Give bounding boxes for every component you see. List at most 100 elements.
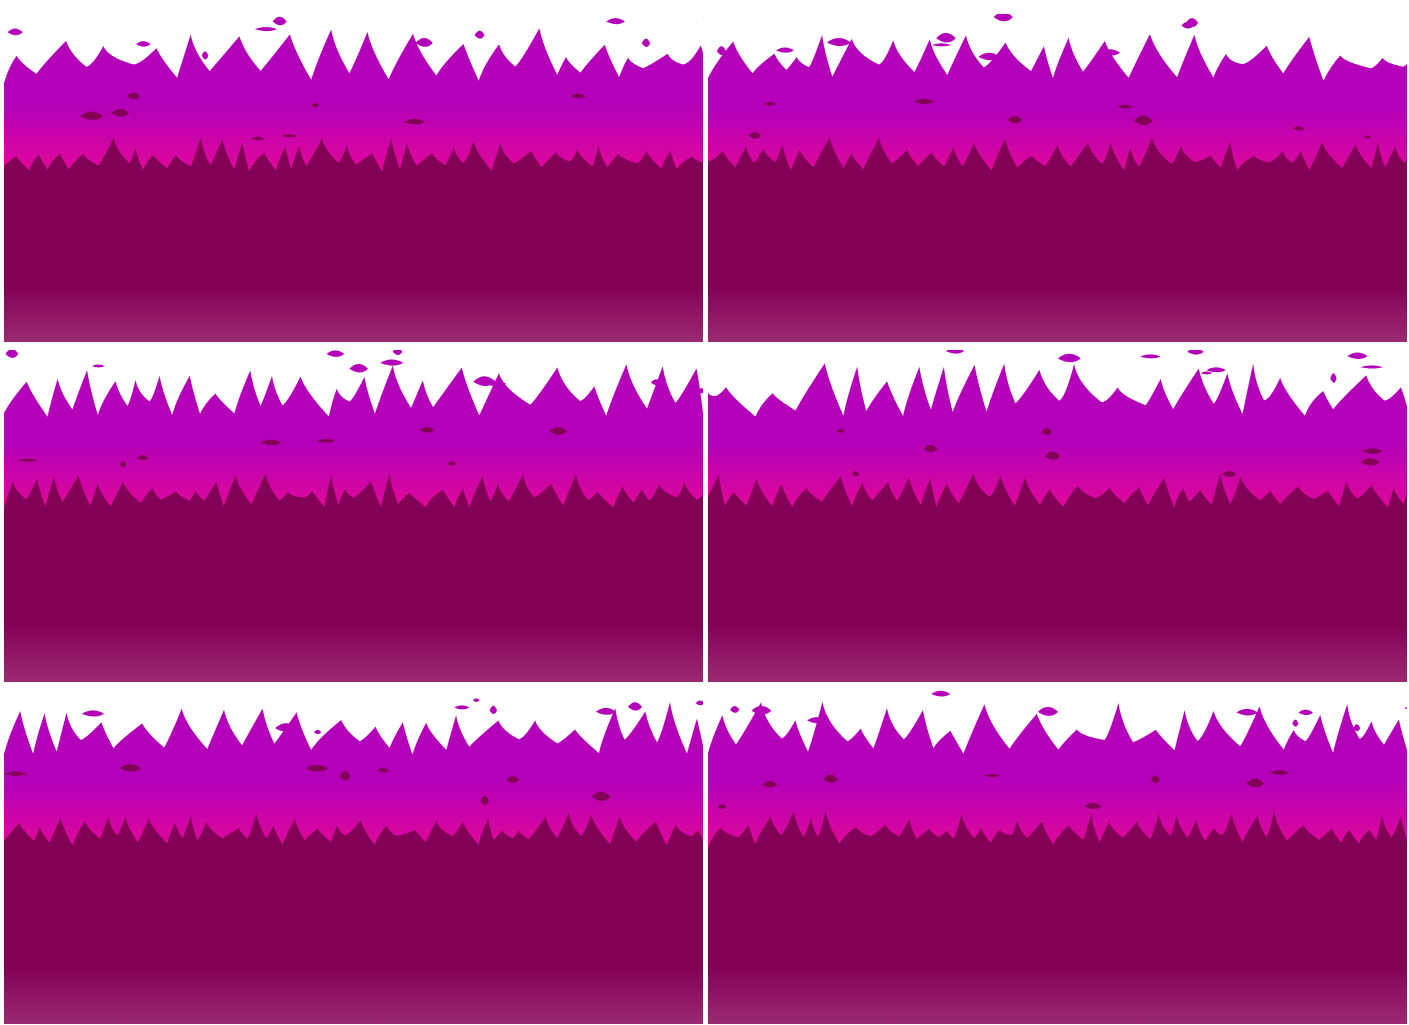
flame-spark [1200,371,1213,375]
flame-spark [314,729,322,735]
flame-graphic [708,350,1407,682]
flame-spark [339,771,351,781]
flame-frame-3 [4,350,703,682]
flame-spark [80,111,103,120]
flame-spark [945,350,965,354]
flame-spark [251,136,265,141]
flame-graphic [708,14,1407,342]
flame-spark [1403,707,1407,709]
flame-spark [454,705,470,710]
flame-spark [570,93,586,99]
flame-spark [281,134,298,138]
flame-spark [852,471,860,477]
flame-spark [377,767,389,773]
flame-spark [447,461,457,466]
flame-spark [978,52,1000,61]
flame-spark [730,706,740,713]
flame-graphic [4,698,703,1024]
flame-spark [641,38,651,48]
flame-spark [1360,365,1383,369]
lower-flame-body [708,137,1407,342]
flame-spark [317,439,336,443]
flame-spark [595,707,616,715]
flame-spark [81,710,104,717]
flame-spark [111,108,130,117]
flame-spark [695,700,703,706]
flame-spark [326,350,345,357]
flame-spark [1360,458,1380,466]
spark-group [7,15,703,60]
flame-spark [136,455,149,461]
flame-spark [4,771,27,776]
flame-spark [472,698,480,703]
flame-spark [776,47,794,53]
flame-spark [392,350,403,355]
flame-spark [592,791,611,801]
flame-spark [1181,21,1194,29]
flame-graphic [4,350,703,682]
flame-spark [380,359,404,366]
flame-spark [985,774,1000,777]
flame-spark [807,717,827,724]
flame-spark [628,702,642,711]
flame-spark [1362,448,1383,454]
flame-frame-5 [4,688,703,1024]
flame-spark [473,376,496,387]
lower-flame-body [708,473,1407,682]
flame-spark [474,30,485,39]
spark-group [730,690,1407,732]
flame-spark [931,690,951,697]
ember-group [4,764,611,806]
flame-frame-6 [708,688,1407,1024]
flame-spark [1084,803,1102,810]
flame-spark [716,46,726,56]
flame-spark [1206,367,1226,373]
flame-spark [119,764,141,772]
flame-spark [480,795,489,806]
flame-spark [836,428,845,433]
flame-spark [1187,350,1204,355]
spark-group [5,350,703,394]
flame-spark [689,388,703,394]
flame-spark [923,444,938,453]
flame-spark [762,781,778,788]
flame-spark [1134,115,1153,126]
flame-spark [1246,778,1264,788]
flame-spark [5,350,19,358]
flame-spark [717,804,727,809]
flame-spark [254,724,268,731]
flame-spark [1293,126,1305,131]
spark-group [81,698,703,735]
flame-spark [305,764,329,772]
ember-group [748,98,1372,139]
flame-spark [1221,471,1237,477]
flame-spark [16,458,38,462]
flame-spark [913,98,934,104]
flame-spark [1041,428,1053,435]
flame-spark [763,101,777,106]
flame-spark [91,364,105,368]
flame-spark [1236,708,1258,716]
flame-frame-1 [4,14,703,342]
lower-flame-body [4,137,703,342]
flame-spark [415,37,433,47]
flame-spark [1347,352,1368,359]
flame-spark [650,379,662,386]
ember-group [717,770,1290,810]
ember-group [80,92,586,141]
flame-spark [1330,373,1337,383]
flame-spark [1037,706,1059,716]
spark-group [716,14,1199,61]
flame-spark [201,51,209,60]
flame-spark [254,27,277,32]
ember-group [836,428,1383,477]
flame-spark [1007,115,1022,124]
flame-spark [936,32,956,43]
flame-spark [1151,775,1160,784]
flame-graphic [4,15,703,342]
flame-spark [1140,354,1161,359]
flame-spark [489,705,497,715]
flame-spark [419,427,435,433]
lower-flame-body [4,473,703,682]
flame-spark [993,14,1013,22]
